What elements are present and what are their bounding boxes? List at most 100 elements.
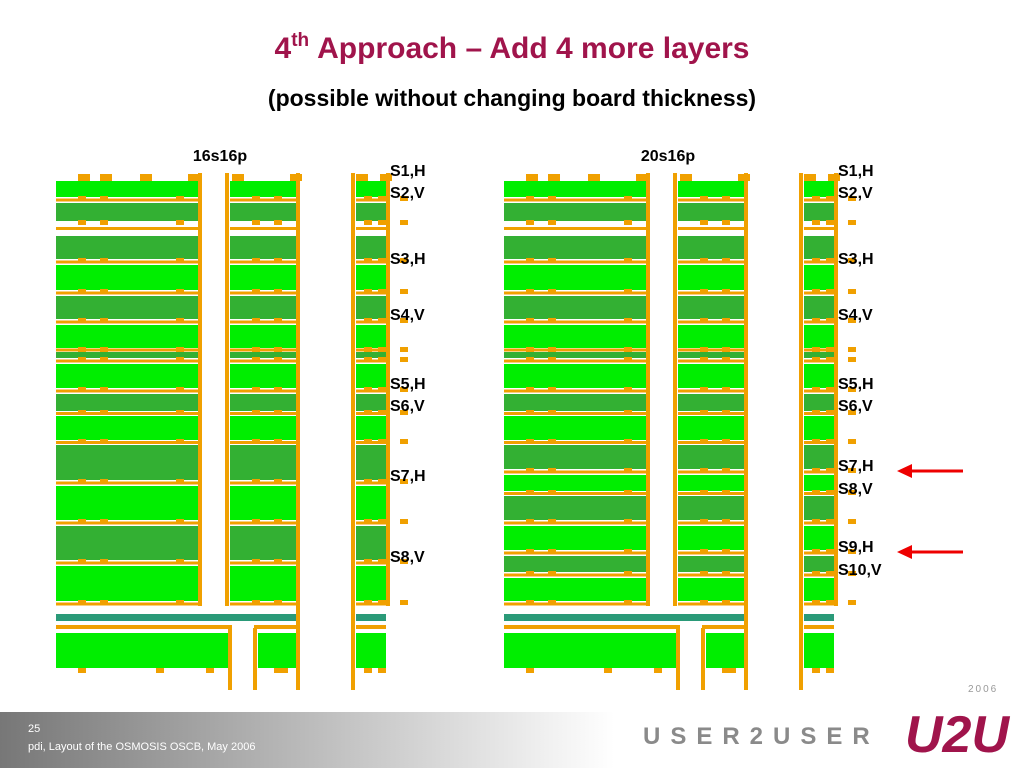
prepreg: [230, 198, 296, 202]
prepreg: [56, 441, 198, 444]
layer: [504, 325, 646, 348]
layer: [230, 296, 296, 319]
via: [296, 173, 300, 690]
pad: [364, 479, 372, 484]
pad: [176, 258, 184, 263]
layer: [804, 181, 834, 197]
core-bar: [356, 614, 386, 621]
pad: [252, 357, 260, 362]
pad: [100, 439, 108, 444]
pad: [78, 347, 86, 352]
pad: [548, 196, 556, 201]
pad: [378, 196, 386, 201]
pad: [700, 196, 708, 201]
layer-label: S4,V: [838, 307, 873, 324]
pad: [826, 410, 834, 415]
layer-label: S6,V: [838, 398, 873, 415]
layer: [356, 566, 386, 601]
pad: [624, 549, 632, 554]
prepreg: [230, 561, 296, 565]
pad: [176, 196, 184, 201]
prepreg: [678, 521, 744, 525]
layer: [504, 181, 646, 197]
prepreg: [504, 625, 680, 629]
pad: [100, 559, 108, 564]
pad: [378, 668, 386, 673]
pad: [100, 357, 108, 362]
footer-note: pdi, Layout of the OSMOSIS OSCB, May 200…: [28, 741, 255, 753]
layer-label: S5,H: [390, 376, 426, 393]
prepreg: [504, 573, 646, 577]
layer: [356, 352, 386, 358]
layer: [356, 325, 386, 348]
pad: [548, 519, 556, 524]
core-bar: [56, 614, 296, 621]
pad: [624, 318, 632, 323]
prepreg: [804, 227, 834, 230]
prepreg: [678, 291, 744, 295]
prepreg: [230, 602, 296, 606]
layer: [356, 203, 386, 221]
layer: [230, 181, 296, 197]
layer: [678, 475, 744, 491]
pad: [378, 439, 386, 444]
via: [351, 173, 355, 690]
layer: [356, 296, 386, 319]
pad: [722, 220, 730, 225]
pad: [700, 318, 708, 323]
pad: [548, 318, 556, 323]
layer: [504, 352, 646, 358]
pad: [722, 289, 730, 294]
layer-label: S2,V: [390, 185, 425, 202]
pad: [274, 196, 282, 201]
layer: [56, 181, 198, 197]
pad: [364, 318, 372, 323]
prepreg: [254, 625, 296, 629]
pad: [252, 196, 260, 201]
pad: [526, 289, 534, 294]
prepreg: [56, 198, 198, 202]
pad: [274, 479, 282, 484]
layer: [230, 203, 296, 221]
pad: [274, 410, 282, 415]
prepreg: [56, 291, 198, 295]
pad: [176, 410, 184, 415]
layer: [56, 486, 198, 520]
pad: [252, 600, 260, 605]
pad: [826, 668, 834, 673]
pad: [826, 490, 834, 495]
layer: [706, 633, 744, 668]
layer-label: S3,H: [838, 251, 874, 268]
pad: [100, 318, 108, 323]
pad: [624, 439, 632, 444]
pad: [548, 571, 556, 576]
pad: [156, 668, 164, 673]
pad: [848, 468, 856, 473]
prepreg: [504, 492, 646, 495]
layer-label: S1,H: [390, 163, 426, 180]
logo-mark: U2U: [905, 706, 1010, 764]
pad: [400, 318, 408, 323]
pad: [78, 387, 86, 392]
via: [225, 173, 229, 606]
pad: [654, 668, 662, 673]
pad: [206, 668, 214, 673]
layer-label: S3,H: [390, 251, 426, 268]
pad: [548, 490, 556, 495]
pad: [548, 439, 556, 444]
pad: [100, 196, 108, 201]
pad: [624, 220, 632, 225]
pad: [252, 220, 260, 225]
layer: [356, 364, 386, 388]
layer: [504, 526, 646, 550]
pad: [812, 347, 820, 352]
prepreg: [230, 291, 296, 295]
pad: [722, 519, 730, 524]
pad: [364, 220, 372, 225]
pad: [378, 357, 386, 362]
pad: [722, 668, 730, 673]
pad: [100, 220, 108, 225]
pad: [826, 571, 834, 576]
pad: [700, 347, 708, 352]
pad: [400, 439, 408, 444]
